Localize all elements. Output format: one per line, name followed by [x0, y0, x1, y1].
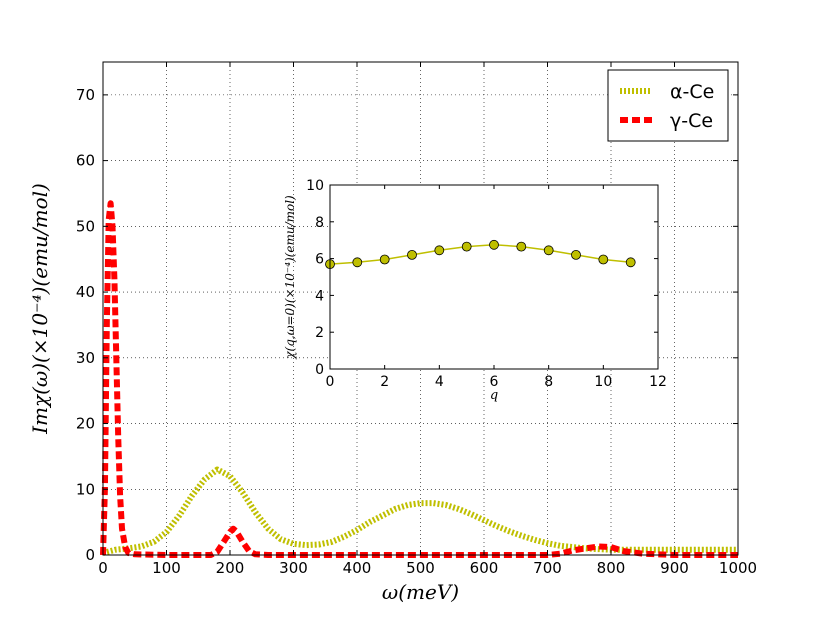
- legend-label-alpha-ce: α-Ce: [670, 81, 714, 103]
- main-x-tick-label: 400: [343, 559, 372, 577]
- legend: α-Ce γ-Ce: [607, 69, 729, 142]
- inset-data-point: [598, 254, 609, 265]
- main-x-tick-label: 1000: [719, 559, 757, 577]
- main-x-tick-label: 100: [152, 559, 181, 577]
- inset-data-point: [461, 241, 472, 252]
- main-ticks: 0 100 200 300 400 500 600 700 800 900 100001020304…: [76, 62, 757, 577]
- main-x-tick-label: 500: [406, 559, 435, 577]
- inset-y-tick-label: 8: [315, 215, 324, 231]
- main-y-tick-label: 20: [76, 415, 95, 433]
- main-y-tick-label: 10: [76, 480, 95, 498]
- main-y-tick-label: 30: [76, 349, 95, 367]
- inset-x-tick-label: 0: [326, 374, 335, 390]
- inset-plot: 0 2 4 6 8 10 12 0 2 4 6 8 10 q χ(q,ω=0)(×10⁻⁴)(emu/m…: [283, 178, 667, 403]
- inset-ticks: 0 2 4 6 8 10 12 0 2 4 6 8 10: [306, 178, 667, 390]
- inset-data-point: [516, 241, 527, 252]
- main-series: [100, 200, 738, 558]
- inset-x-tick-label: 10: [594, 374, 612, 390]
- main-plot: 0 100 200 300 400 500 600 700 800 900 100001020304…: [28, 61, 757, 604]
- main-y-tick-label: 60: [76, 152, 95, 170]
- main-series-line-1: [100, 200, 738, 558]
- inset-y-tick-label: 6: [315, 252, 324, 268]
- legend-label-gamma-ce: γ-Ce: [670, 110, 713, 132]
- inset-x-tick-label: 8: [544, 374, 553, 390]
- inset-data-point: [571, 249, 581, 260]
- inset-x-tick-label: 6: [490, 374, 499, 390]
- main-x-tick-label: 800: [597, 559, 626, 577]
- inset-data-point: [625, 257, 636, 268]
- main-x-tick-label: 0: [98, 559, 108, 577]
- inset-x-tick-label: 4: [435, 374, 444, 390]
- main-x-axis-label: ω(meV): [382, 580, 459, 604]
- main-x-tick-label: 900: [660, 559, 689, 577]
- main-y-tick-label: 70: [76, 86, 95, 104]
- inset-data-point: [379, 254, 390, 265]
- inset-x-axis-label: q: [490, 388, 498, 403]
- inset-data-point: [543, 245, 554, 256]
- inset-data-point: [489, 239, 499, 250]
- main-y-axis-label: Imχ(ω)(×10⁻⁴)(emu/mol): [28, 183, 52, 435]
- main-y-tick-label: 50: [76, 217, 95, 235]
- legend-box: [607, 69, 729, 142]
- main-x-tick-label: 200: [216, 559, 245, 577]
- inset-data-point: [407, 249, 417, 260]
- inset-y-tick-label: 2: [315, 325, 324, 341]
- main-x-tick-label: 700: [533, 559, 562, 577]
- inset-y-tick-label: 10: [306, 178, 324, 194]
- inset-x-tick-label: 12: [649, 374, 667, 390]
- inset-background: [330, 185, 658, 369]
- inset-y-tick-label: 0: [315, 362, 324, 378]
- inset-y-tick-label: 4: [315, 288, 324, 304]
- main-x-tick-label: 300: [279, 559, 308, 577]
- inset-series: [325, 239, 636, 270]
- main-y-tick-label: 0: [85, 546, 95, 564]
- main-y-tick-label: 40: [76, 283, 95, 301]
- main-x-tick-label: 600: [470, 559, 499, 577]
- inset-x-tick-label: 2: [380, 374, 389, 390]
- inset-data-point: [352, 257, 363, 268]
- inset-y-axis-label: χ(q,ω=0)(×10⁻⁴)(emu/mol): [283, 195, 297, 360]
- inset-data-point: [434, 245, 445, 256]
